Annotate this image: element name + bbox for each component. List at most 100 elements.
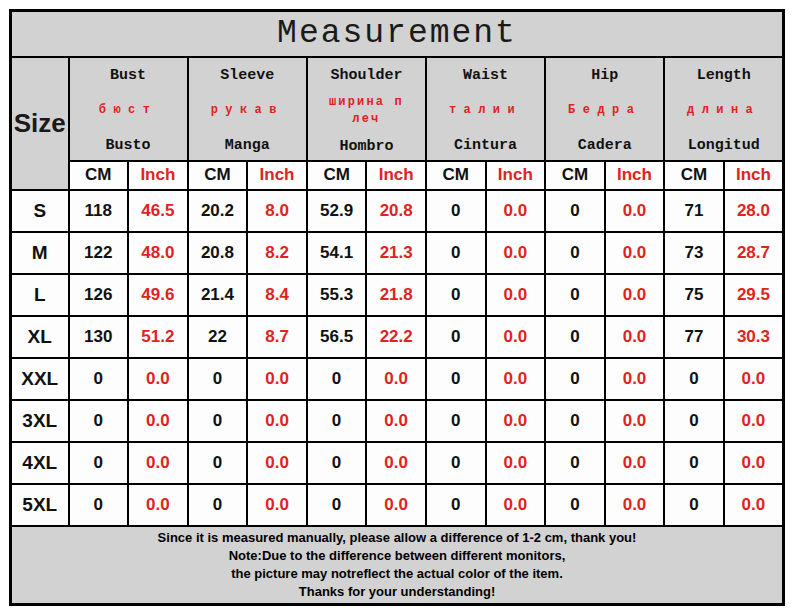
cell-length-inch: 0.0: [724, 358, 784, 400]
row-label-xl: XL: [11, 316, 69, 358]
cell-sleeve-cm: 0: [188, 484, 248, 526]
cell-sleeve-inch: 8.7: [247, 316, 307, 358]
col-header-length: Length длина Longitud: [664, 57, 783, 161]
sleeve-label-es: Manga: [189, 137, 306, 154]
unit-inch-bust: Inch: [128, 161, 188, 190]
cell-hip-inch: 0.0: [605, 442, 665, 484]
cell-sleeve-inch: 8.2: [247, 232, 307, 274]
cell-length-inch: 0.0: [724, 442, 784, 484]
cell-hip-cm: 0: [545, 316, 605, 358]
cell-bust-inch: 48.0: [128, 232, 188, 274]
cell-sleeve-inch: 0.0: [247, 400, 307, 442]
unit-inch-waist: Inch: [486, 161, 546, 190]
cell-bust-inch: 49.6: [128, 274, 188, 316]
row-label-3xl: 3XL: [11, 400, 69, 442]
cell-sleeve-cm: 21.4: [188, 274, 248, 316]
cell-length-cm: 0: [664, 400, 724, 442]
cell-hip-inch: 0.0: [605, 316, 665, 358]
cell-shoulder-inch: 21.3: [366, 232, 426, 274]
col-header-bust: Bust бюст Busto: [69, 57, 188, 161]
cell-sleeve-inch: 8.4: [247, 274, 307, 316]
size-row-3xl: 3XL 0 0.0 0 0.0 0 0.0 0 0.0 0 0.0 0 0.0: [11, 400, 784, 442]
cell-sleeve-cm: 20.2: [188, 190, 248, 232]
cell-shoulder-inch: 22.2: [366, 316, 426, 358]
cell-length-inch: 0.0: [724, 400, 784, 442]
row-label-4xl: 4XL: [11, 442, 69, 484]
cell-waist-cm: 0: [426, 358, 486, 400]
unit-row: CM Inch CM Inch CM Inch CM Inch CM Inch …: [11, 161, 784, 190]
waist-label-ru: талии: [427, 102, 544, 119]
col-header-sleeve-labels: Sleeve рукав Manga: [189, 61, 306, 157]
cell-hip-inch: 0.0: [605, 190, 665, 232]
cell-bust-inch: 0.0: [128, 442, 188, 484]
cell-shoulder-inch: 21.8: [366, 274, 426, 316]
cell-shoulder-inch: 0.0: [366, 400, 426, 442]
cell-bust-cm: 118: [69, 190, 129, 232]
cell-waist-inch: 0.0: [486, 274, 546, 316]
cell-hip-inch: 0.0: [605, 358, 665, 400]
shoulder-label-es: Hombro: [308, 138, 425, 155]
length-label-ru: длина: [665, 102, 782, 119]
cell-bust-inch: 0.0: [128, 400, 188, 442]
cell-bust-cm: 0: [69, 400, 129, 442]
cell-hip-cm: 0: [545, 484, 605, 526]
cell-shoulder-cm: 55.3: [307, 274, 367, 316]
shoulder-label-ru: ширина п леч: [308, 94, 425, 128]
bust-label-en: Bust: [70, 67, 187, 84]
cell-length-cm: 77: [664, 316, 724, 358]
cell-bust-inch: 0.0: [128, 484, 188, 526]
cell-length-cm: 73: [664, 232, 724, 274]
cell-length-cm: 0: [664, 358, 724, 400]
cell-shoulder-inch: 0.0: [366, 442, 426, 484]
bust-label-ru: бюст: [70, 102, 187, 119]
cell-waist-inch: 0.0: [486, 316, 546, 358]
cell-hip-inch: 0.0: [605, 400, 665, 442]
cell-bust-cm: 126: [69, 274, 129, 316]
unit-inch-sleeve: Inch: [247, 161, 307, 190]
cell-sleeve-inch: 8.0: [247, 190, 307, 232]
cell-waist-inch: 0.0: [486, 400, 546, 442]
size-column-header: Size: [11, 57, 69, 190]
cell-bust-cm: 122: [69, 232, 129, 274]
size-row-s: S 118 46.5 20.2 8.0 52.9 20.8 0 0.0 0 0.…: [11, 190, 784, 232]
size-row-l: L 126 49.6 21.4 8.4 55.3 21.8 0 0.0 0 0.…: [11, 274, 784, 316]
cell-hip-cm: 0: [545, 400, 605, 442]
cell-waist-cm: 0: [426, 442, 486, 484]
cell-bust-inch: 0.0: [128, 358, 188, 400]
unit-cm-sleeve: CM: [188, 161, 248, 190]
cell-shoulder-inch: 0.0: [366, 358, 426, 400]
cell-waist-cm: 0: [426, 400, 486, 442]
cell-shoulder-inch: 0.0: [366, 484, 426, 526]
cell-sleeve-cm: 0: [188, 442, 248, 484]
shoulder-label-en: Shoulder: [308, 67, 425, 84]
unit-cm-shoulder: CM: [307, 161, 367, 190]
cell-length-cm: 75: [664, 274, 724, 316]
cell-bust-cm: 0: [69, 484, 129, 526]
measurement-table: Measurement Size Bust бюст Busto Sleeve …: [9, 9, 785, 606]
cell-length-inch: 30.3: [724, 316, 784, 358]
cell-sleeve-inch: 0.0: [247, 358, 307, 400]
footer-row: Since it is measured manually, please al…: [11, 526, 784, 605]
cell-sleeve-cm: 0: [188, 400, 248, 442]
cell-length-inch: 28.0: [724, 190, 784, 232]
unit-cm-hip: CM: [545, 161, 605, 190]
cell-hip-inch: 0.0: [605, 484, 665, 526]
row-label-s: S: [11, 190, 69, 232]
cell-sleeve-cm: 20.8: [188, 232, 248, 274]
cell-sleeve-cm: 0: [188, 358, 248, 400]
row-label-xxl: XXL: [11, 358, 69, 400]
cell-waist-inch: 0.0: [486, 484, 546, 526]
hip-label-es: Cadera: [546, 137, 663, 154]
row-label-m: M: [11, 232, 69, 274]
col-header-waist-labels: Waist талии Cintura: [427, 61, 544, 157]
size-row-m: M 122 48.0 20.8 8.2 54.1 21.3 0 0.0 0 0.…: [11, 232, 784, 274]
waist-label-en: Waist: [427, 67, 544, 84]
cell-shoulder-cm: 0: [307, 358, 367, 400]
footer-line-4: Thanks for your understanding!: [12, 583, 782, 601]
cell-sleeve-cm: 22: [188, 316, 248, 358]
unit-cm-waist: CM: [426, 161, 486, 190]
cell-bust-cm: 0: [69, 358, 129, 400]
cell-bust-inch: 51.2: [128, 316, 188, 358]
cell-shoulder-cm: 0: [307, 400, 367, 442]
cell-waist-inch: 0.0: [486, 232, 546, 274]
